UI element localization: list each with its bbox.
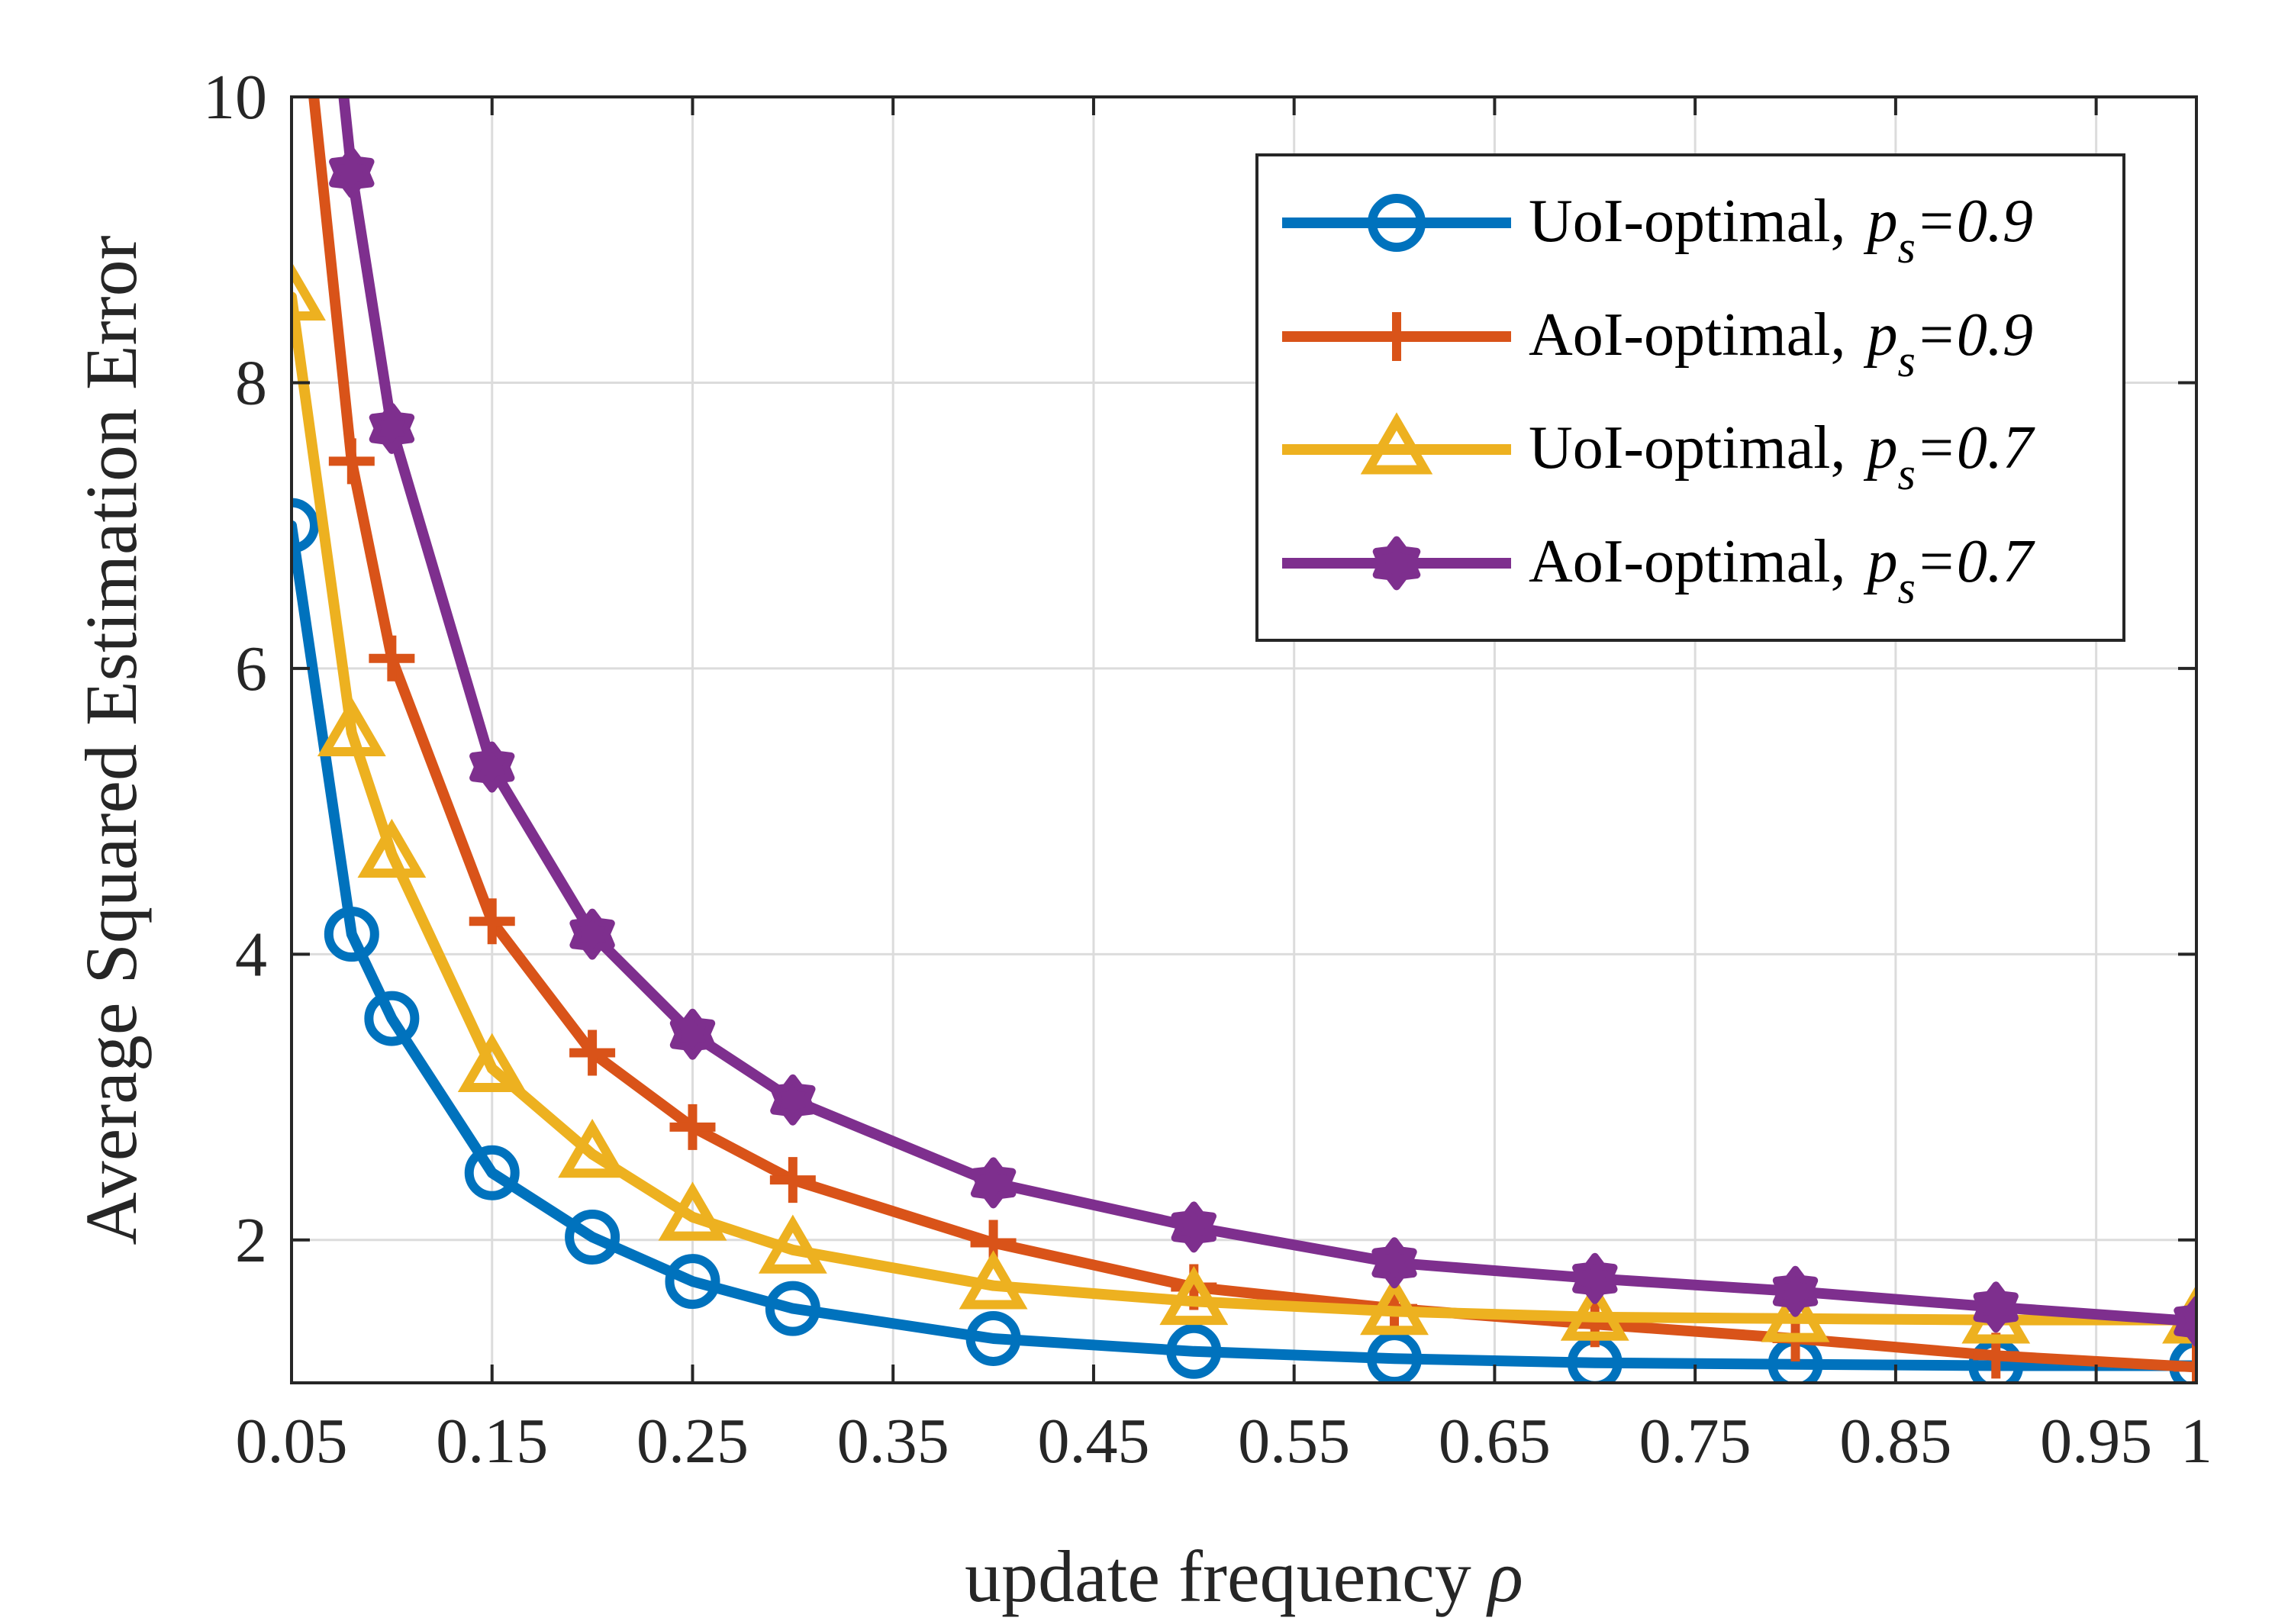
- data-point: [1159, 1265, 1229, 1326]
- data-point: [1572, 1252, 1618, 1304]
- series-layer: [292, 97, 2196, 1383]
- data-point: [292, 498, 319, 553]
- data-point: [965, 1310, 1021, 1366]
- legend-item: UoI-optimal, ps=0.7: [1282, 412, 2035, 499]
- legend-label: AoI-optimal, ps=0.7: [1529, 528, 2035, 613]
- series-1: [292, 498, 2196, 1383]
- y-tick-label: 8: [235, 347, 267, 418]
- legend: UoI-optimal, ps=0.9 AoI-optimal, ps=0.9 Uo…: [1255, 153, 2125, 642]
- data-point: [2174, 1344, 2196, 1383]
- data-point: [357, 818, 427, 878]
- x-tick-label: 0.85: [1839, 1406, 1951, 1477]
- series-line: [308, 97, 2196, 1373]
- data-point: [970, 1157, 1017, 1209]
- x-axis-label-symbol: ρ: [1486, 1535, 1523, 1617]
- data-point: [364, 991, 420, 1046]
- data-point: [369, 402, 415, 454]
- data-point: [959, 1250, 1028, 1310]
- legend-label: AoI-optimal, ps=0.9: [1529, 301, 2033, 386]
- data-point: [469, 741, 515, 793]
- data-point: [765, 1281, 820, 1336]
- x-tick-label: 0.75: [1639, 1406, 1751, 1477]
- data-point: [329, 147, 375, 198]
- x-tick-label: 1: [2180, 1406, 2212, 1477]
- data-point: [457, 1033, 527, 1092]
- x-tick-label: 0.35: [837, 1406, 949, 1477]
- y-tick-label: 2: [235, 1205, 267, 1276]
- data-point: [1371, 1237, 1417, 1289]
- x-tick-label: 0.15: [436, 1406, 548, 1477]
- data-point: [758, 1214, 827, 1274]
- y-tick-label: 4: [235, 919, 267, 990]
- data-point: [1560, 1281, 1629, 1341]
- series-3: [292, 261, 2196, 1344]
- data-point: [1171, 1201, 1217, 1253]
- data-point: [1761, 1283, 1830, 1342]
- data-point: [770, 1074, 816, 1126]
- data-point: [1772, 1265, 1819, 1317]
- plot-frame: [290, 95, 2198, 1384]
- data-point: [328, 438, 375, 485]
- legend-item: AoI-optimal, ps=0.9: [1282, 301, 2033, 386]
- data-point: [658, 1181, 727, 1241]
- data-point: [558, 1119, 627, 1178]
- x-tick-label: 0.25: [636, 1406, 749, 1477]
- x-axis-label: update frequency ρ: [965, 1535, 1523, 1617]
- data-point: [569, 908, 615, 960]
- tick-labels: 0.05 0.15 0.25 0.35 0.45 0.55 0.65 0.75 0.85 0.95…: [203, 62, 2212, 1477]
- data-point: [1166, 1323, 1222, 1379]
- data-point: [1368, 194, 1426, 252]
- data-point: [669, 1104, 716, 1150]
- legend-label: UoI-optimal, ps=0.7: [1529, 414, 2035, 499]
- x-tick-label: 0.65: [1439, 1406, 1551, 1477]
- series-line: [292, 520, 2196, 1371]
- y-axis-label: Average Squared Estimation Error: [70, 235, 152, 1245]
- y-tick-label: 6: [235, 633, 267, 704]
- data-point: [1372, 312, 1421, 361]
- x-tick-label: 0.55: [1238, 1406, 1350, 1477]
- series-line: [338, 97, 2196, 1327]
- series-4: [329, 97, 2196, 1347]
- data-point: [469, 898, 515, 945]
- data-point: [1360, 1275, 1429, 1336]
- series-line: [292, 292, 2196, 1326]
- data-point: [1372, 536, 1421, 591]
- data-point: [464, 1145, 520, 1200]
- data-point: [324, 907, 379, 962]
- x-tick-label: 0.45: [1037, 1406, 1149, 1477]
- data-point: [569, 1030, 616, 1076]
- data-point: [317, 697, 386, 756]
- x-tick-label: 0.05: [236, 1406, 348, 1477]
- y-tick-label: 10: [203, 62, 267, 133]
- data-point: [2174, 1296, 2196, 1347]
- data-point: [292, 261, 326, 321]
- data-point: [1973, 1281, 2019, 1333]
- legend-item: UoI-optimal, ps=0.9: [1282, 188, 2033, 272]
- data-point: [565, 1210, 620, 1265]
- data-point: [1360, 412, 1433, 475]
- data-point: [665, 1254, 720, 1310]
- data-point: [769, 1157, 816, 1204]
- legend-item: AoI-optimal, ps=0.7: [1282, 528, 2035, 613]
- data-point: [369, 635, 415, 682]
- data-point: [669, 1008, 716, 1060]
- legend-label: UoI-optimal, ps=0.9: [1529, 188, 2033, 272]
- x-tick-label: 0.95: [2040, 1406, 2152, 1477]
- axes: [290, 95, 2198, 1384]
